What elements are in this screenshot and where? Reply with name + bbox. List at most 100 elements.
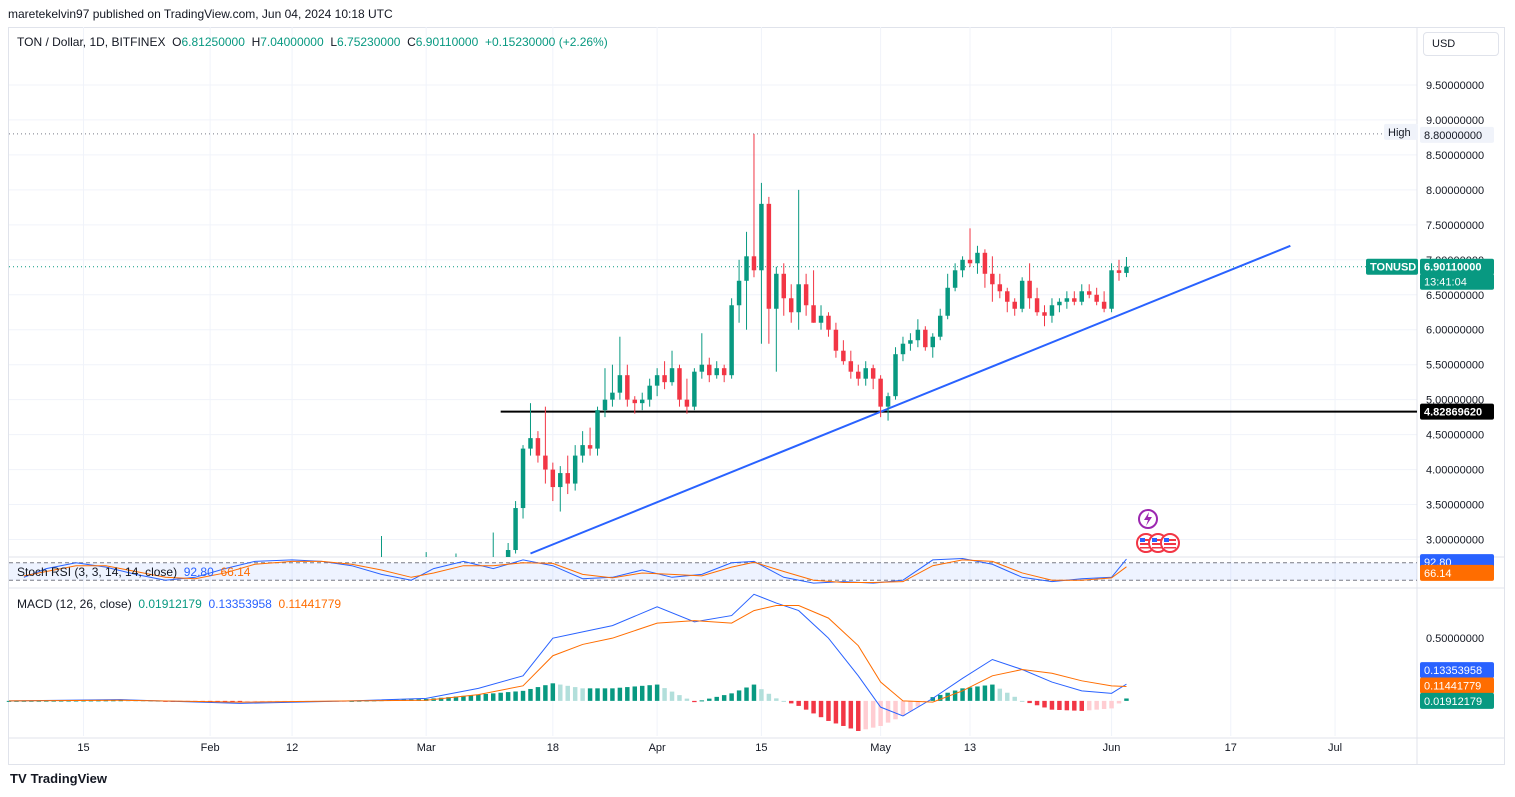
candle[interactable] (520, 445, 526, 519)
candle[interactable] (543, 406, 548, 484)
symbol-title[interactable]: TON / Dollar, 1D, BITFINEX (17, 35, 166, 49)
candle[interactable] (505, 543, 511, 557)
candle[interactable] (952, 263, 958, 292)
candle[interactable] (707, 357, 712, 383)
candle[interactable] (729, 298, 734, 379)
candle[interactable] (781, 263, 787, 316)
tradingview-brand[interactable]: TV TradingView (10, 771, 107, 786)
candle[interactable] (1101, 291, 1107, 313)
candle[interactable] (1116, 259, 1122, 281)
candle[interactable] (736, 259, 742, 323)
candle[interactable] (796, 189, 801, 330)
candle[interactable] (1109, 263, 1114, 313)
candle[interactable] (565, 455, 570, 495)
trendline[interactable] (530, 244, 1291, 555)
candle[interactable] (1005, 287, 1010, 313)
candle[interactable] (923, 326, 928, 351)
macd-signal-tag[interactable]: 0.11441779 (1420, 677, 1494, 694)
countdown-tag[interactable]: 13:41:04 (1420, 273, 1494, 290)
macd-line[interactable] (8, 593, 1127, 717)
currency-button[interactable]: USD (1423, 32, 1499, 56)
candle[interactable] (885, 392, 891, 421)
candle[interactable] (721, 364, 727, 383)
candle[interactable] (900, 336, 906, 362)
us-flag-event-icon[interactable] (1160, 533, 1180, 553)
candle[interactable] (699, 333, 705, 379)
candle[interactable] (1072, 291, 1077, 306)
support-price-tag[interactable]: 4.82869620 (1420, 403, 1494, 420)
candle[interactable] (1042, 305, 1047, 327)
candle[interactable] (975, 245, 980, 274)
candle[interactable] (751, 133, 757, 278)
candle[interactable] (863, 361, 868, 386)
candle[interactable] (535, 431, 541, 463)
candle[interactable] (632, 396, 638, 414)
candle[interactable] (848, 350, 854, 379)
candle[interactable] (550, 462, 556, 502)
candle[interactable] (1057, 298, 1062, 313)
candle[interactable] (870, 364, 876, 390)
candle[interactable] (908, 333, 913, 351)
candle[interactable] (766, 196, 772, 344)
candle[interactable] (811, 270, 816, 323)
candle[interactable] (841, 340, 846, 365)
macd-hist-tag[interactable]: 0.01912179 (1420, 692, 1494, 709)
candle[interactable] (788, 284, 794, 323)
candle[interactable] (610, 364, 615, 407)
candle[interactable] (960, 256, 965, 278)
macd-line-tag[interactable]: 0.13353958 (1420, 662, 1494, 679)
candle[interactable] (1086, 284, 1092, 299)
candle[interactable] (572, 445, 578, 491)
candle[interactable] (647, 378, 652, 407)
candle[interactable] (997, 273, 1003, 299)
stoch-rsi-legend[interactable]: Stoch RSI (3, 3, 14, 14, close) 92.80 66… (17, 565, 250, 579)
candle[interactable] (856, 364, 861, 386)
candle[interactable] (684, 378, 690, 414)
macd-legend[interactable]: MACD (12, 26, close) 0.01912179 0.133539… (17, 597, 341, 611)
candle[interactable] (528, 403, 533, 456)
candle[interactable] (930, 333, 936, 358)
candle[interactable] (1027, 263, 1032, 309)
candle[interactable] (662, 361, 667, 390)
candle[interactable] (990, 256, 995, 302)
candle[interactable] (1019, 277, 1025, 313)
candle[interactable] (833, 322, 839, 358)
candle[interactable] (759, 182, 764, 344)
candle[interactable] (558, 466, 563, 512)
candle[interactable] (803, 273, 809, 316)
symbol-tag[interactable]: TONUSD (1366, 258, 1418, 275)
high-tag[interactable]: High (1384, 123, 1418, 140)
candle[interactable] (818, 305, 824, 330)
stoch-d-line[interactable] (23, 559, 1127, 584)
candle[interactable] (1064, 291, 1070, 309)
candle[interactable] (982, 249, 988, 288)
lightning-event-icon[interactable] (1138, 509, 1158, 529)
high-price-tag[interactable]: 8.80000000 (1420, 126, 1494, 143)
candle[interactable] (893, 347, 898, 400)
candle[interactable] (967, 228, 973, 267)
candle[interactable] (669, 350, 675, 386)
candle[interactable] (915, 319, 921, 348)
candle[interactable] (587, 427, 593, 456)
candle[interactable] (1034, 287, 1040, 316)
candle[interactable] (513, 501, 518, 554)
candle[interactable] (625, 364, 630, 407)
candle[interactable] (1012, 298, 1017, 316)
candle[interactable] (826, 312, 831, 337)
last-price-tag[interactable]: 6.90110000 (1420, 258, 1494, 275)
candle[interactable] (1049, 298, 1055, 323)
macd-signal-line[interactable] (8, 605, 1127, 703)
candle[interactable] (878, 375, 883, 418)
candle[interactable] (744, 231, 749, 330)
candle[interactable] (639, 392, 645, 411)
candle[interactable] (654, 368, 660, 397)
candle[interactable] (595, 406, 600, 456)
candle[interactable] (617, 336, 623, 400)
candle[interactable] (1094, 287, 1099, 306)
candle[interactable] (714, 361, 719, 379)
candle[interactable] (945, 273, 950, 320)
candle[interactable] (1124, 257, 1129, 278)
candle[interactable] (692, 368, 697, 411)
candle[interactable] (937, 308, 943, 341)
